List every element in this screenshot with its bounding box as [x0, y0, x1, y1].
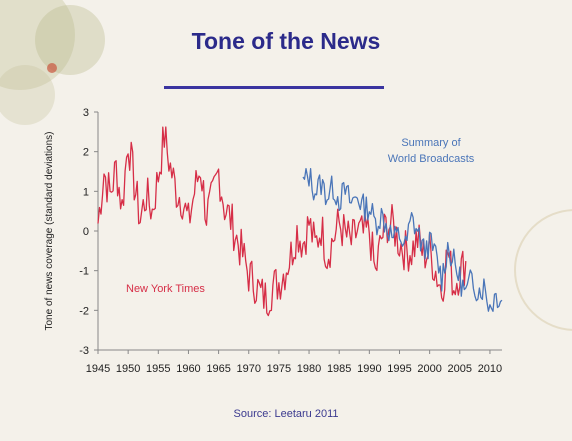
y-axis-ticks: 3 2 1 0 -1 -2 -3: [79, 107, 98, 357]
y-tick-label: 3: [83, 107, 89, 119]
x-tick-label: 2005: [448, 363, 472, 375]
world-broadcasts-annotation-line2: World Broadcasts: [388, 153, 475, 165]
foliage-decoration: [35, 5, 105, 75]
background-decoration: [0, 0, 572, 331]
x-tick-label: 1960: [176, 363, 200, 375]
page-title: Tone of the News: [191, 28, 381, 54]
title-divider: [164, 86, 384, 89]
x-tick-label: 1990: [357, 363, 381, 375]
source-caption: Source: Leetaru 2011: [233, 408, 339, 420]
x-tick-label: 1985: [327, 363, 351, 375]
series-new-york-times: [97, 126, 467, 317]
series-layer: [97, 126, 503, 317]
x-axis-ticks: 1945 1950 1955 1960 1965 1970 1975 1980 1985 1990…: [86, 350, 502, 375]
x-tick-label: 1965: [206, 363, 230, 375]
x-tick-label: 2010: [478, 363, 502, 375]
world-broadcasts-annotation-line1: Summary of: [401, 137, 461, 149]
x-tick-label: 1970: [237, 363, 261, 375]
series-line: [302, 167, 503, 312]
y-axis-label: Tone of news coverage (standard deviatio…: [44, 131, 55, 330]
series-line: [97, 126, 467, 317]
y-tick-label: -2: [79, 305, 89, 317]
flower-decoration: [47, 63, 57, 73]
series-world-broadcasts: [302, 167, 503, 312]
x-tick-label: 1955: [146, 363, 170, 375]
x-tick-label: 2000: [417, 363, 441, 375]
ring-decoration: [514, 209, 572, 331]
x-tick-label: 1950: [116, 363, 140, 375]
new-york-times-annotation: New York Times: [126, 283, 205, 295]
y-tick-label: 0: [83, 226, 89, 238]
x-tick-label: 1975: [267, 363, 291, 375]
y-tick-label: 2: [83, 147, 89, 159]
y-tick-label: 1: [83, 186, 89, 198]
y-tick-label: -1: [79, 266, 89, 278]
y-tick-label: -3: [79, 345, 89, 357]
x-tick-label: 1945: [86, 363, 110, 375]
x-tick-label: 1995: [387, 363, 411, 375]
foliage-decoration: [0, 65, 55, 125]
x-tick-label: 1980: [297, 363, 321, 375]
